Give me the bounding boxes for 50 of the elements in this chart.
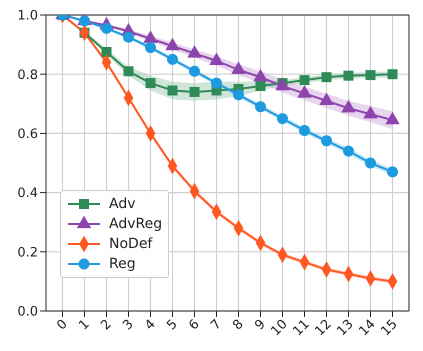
point — [167, 54, 178, 65]
point — [123, 32, 134, 43]
legend-label: NoDef — [109, 235, 152, 254]
point — [190, 86, 200, 97]
point — [300, 75, 310, 86]
x-tick-label: 4 — [142, 316, 159, 334]
y-tick-label: 0.6 — [17, 127, 38, 142]
point — [366, 70, 376, 80]
point — [387, 166, 398, 178]
point — [344, 70, 354, 81]
x-tick-label: 13 — [334, 316, 357, 340]
x-tick-label: 2 — [98, 316, 115, 334]
y-tick-label: 1.0 — [17, 8, 38, 24]
point — [388, 69, 398, 80]
x-tick-label: 14 — [356, 316, 379, 340]
x-tick-label: 12 — [312, 316, 335, 340]
point — [168, 85, 178, 96]
point — [322, 72, 332, 82]
point — [343, 146, 354, 157]
x-tick-label: 10 — [268, 316, 291, 340]
point — [256, 81, 266, 92]
point — [211, 78, 222, 89]
legend-label: Adv — [109, 195, 136, 214]
x-tick-label: 6 — [186, 316, 203, 334]
point — [277, 113, 288, 124]
x-tick-label: 8 — [230, 316, 247, 334]
point — [233, 89, 244, 100]
y-tick-label: 0.8 — [17, 68, 38, 83]
x-tick-label: 11 — [290, 316, 313, 340]
point — [124, 66, 134, 76]
x-tick-label: 15 — [378, 316, 401, 340]
point — [146, 78, 156, 88]
x-tick-label: 0 — [54, 316, 71, 334]
point — [299, 124, 310, 136]
x-tick-label: 9 — [252, 316, 269, 334]
x-tick-label: 7 — [208, 316, 225, 334]
legend-label: AdvReg — [109, 215, 162, 234]
point — [321, 135, 332, 146]
y-tick-label: 0.2 — [17, 245, 38, 260]
legend-label: Reg — [109, 255, 136, 274]
x-tick-label: 3 — [120, 316, 137, 334]
y-tick-label: 0.4 — [17, 186, 38, 202]
point — [145, 42, 156, 54]
point — [102, 47, 112, 57]
x-tick-label: 5 — [164, 316, 181, 334]
point — [189, 66, 200, 77]
y-tick-label: 0.0 — [17, 304, 38, 320]
x-tick-label: 1 — [76, 316, 93, 334]
point — [365, 158, 376, 168]
point — [255, 101, 266, 112]
